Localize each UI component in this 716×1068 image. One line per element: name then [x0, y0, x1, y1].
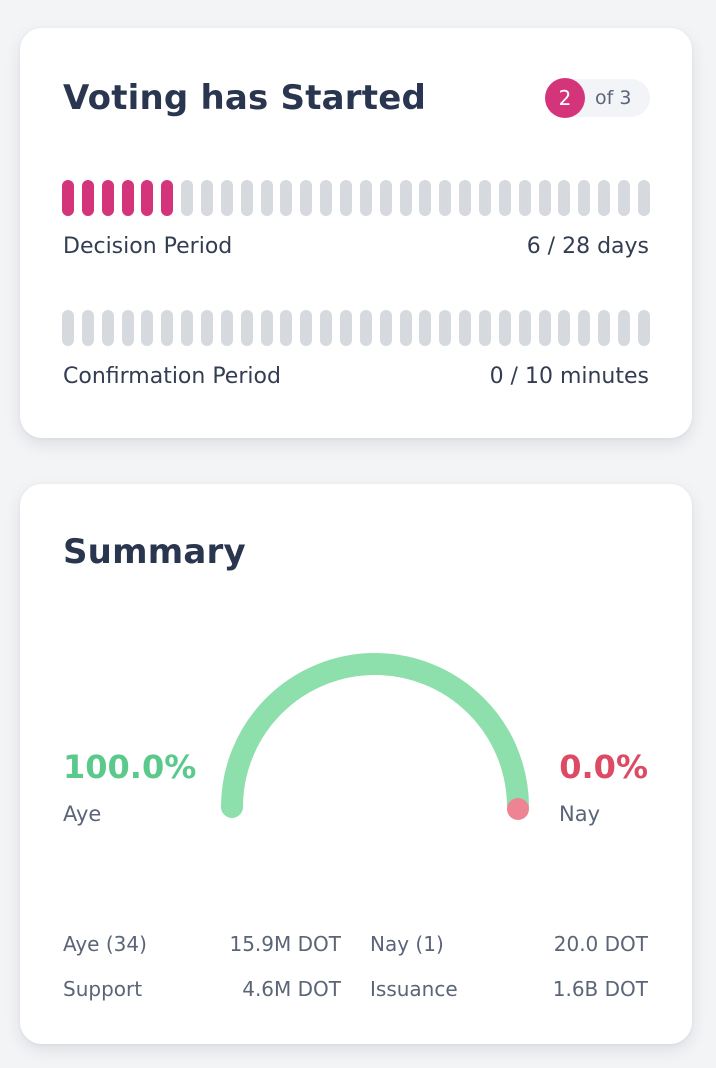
- confirmation-segment: [518, 310, 531, 346]
- voting-status-card: Voting has Started 2 of 3 Decision Perio…: [20, 28, 692, 438]
- decision-segment: [201, 180, 214, 216]
- decision-segment: [81, 180, 94, 216]
- confirmation-segment: [359, 310, 372, 346]
- confirmation-segment: [181, 310, 194, 346]
- aye-percent: 100.0%: [63, 748, 197, 786]
- aye-label: Aye: [63, 802, 102, 826]
- decision-segment: [101, 180, 114, 216]
- confirmation-segment: [161, 310, 174, 346]
- decision-segment: [459, 180, 472, 216]
- confirmation-segment: [62, 310, 74, 346]
- decision-segment: [141, 180, 154, 216]
- confirmation-segment: [141, 310, 154, 346]
- decision-segment: [121, 180, 134, 216]
- confirmation-segment: [419, 310, 432, 346]
- confirmation-segment: [121, 310, 134, 346]
- confirmation-segment: [479, 310, 492, 346]
- vote-gauge: [221, 653, 529, 820]
- confirmation-segment: [81, 310, 94, 346]
- confirmation-segment: [439, 310, 452, 346]
- aye-amount: 15.9M DOT: [229, 932, 341, 956]
- decision-period-value: 6 / 28 days: [526, 234, 649, 259]
- confirmation-segment: [101, 310, 114, 346]
- confirmation-segment: [399, 310, 412, 346]
- decision-segment: [181, 180, 194, 216]
- confirmation-segment: [498, 310, 511, 346]
- confirmation-period-value: 0 / 10 minutes: [489, 364, 649, 389]
- aye-count-label: Aye (34): [63, 932, 147, 956]
- support-amount: 4.6M DOT: [242, 977, 341, 1001]
- decision-segment: [618, 180, 631, 216]
- issuance-amount: 1.6B DOT: [552, 977, 648, 1001]
- confirmation-segment: [300, 310, 313, 346]
- confirmation-segment: [598, 310, 611, 346]
- decision-segment: [359, 180, 372, 216]
- nay-count-label: Nay (1): [370, 932, 444, 956]
- decision-segment: [280, 180, 293, 216]
- confirmation-segment: [578, 310, 591, 346]
- nay-amount: 20.0 DOT: [553, 932, 648, 956]
- decision-segment: [439, 180, 452, 216]
- confirmation-segment: [280, 310, 293, 346]
- step-current-badge: 2: [545, 78, 585, 118]
- nay-percent: 0.0%: [559, 748, 648, 786]
- confirmation-segment: [201, 310, 214, 346]
- step-indicator: 2 of 3: [545, 78, 650, 118]
- support-label: Support: [63, 977, 143, 1001]
- confirmation-segment: [340, 310, 353, 346]
- decision-segment: [340, 180, 353, 216]
- confirmation-segment: [618, 310, 631, 346]
- confirmation-segment: [240, 310, 253, 346]
- decision-segment: [320, 180, 333, 216]
- decision-segment: [379, 180, 392, 216]
- decision-segment: [498, 180, 511, 216]
- confirmation-segment: [558, 310, 571, 346]
- decision-progress-bar: [62, 180, 650, 216]
- decision-segment: [538, 180, 551, 216]
- summary-card: Summary 100.0% Aye 0.0% Nay Aye (34) 15.…: [20, 484, 692, 1044]
- decision-segment: [399, 180, 412, 216]
- confirmation-progress-bar: [62, 310, 650, 346]
- nay-arc-end: [507, 798, 529, 820]
- decision-segment: [300, 180, 313, 216]
- status-title: Voting has Started: [63, 78, 427, 118]
- decision-segment: [637, 180, 650, 216]
- confirmation-period-label: Confirmation Period: [63, 364, 281, 389]
- decision-segment: [598, 180, 611, 216]
- decision-segment: [578, 180, 591, 216]
- decision-period-label: Decision Period: [63, 234, 233, 259]
- decision-period-row: Decision Period 6 / 28 days: [63, 234, 649, 259]
- step-total: of 3: [595, 87, 632, 109]
- confirmation-segment: [220, 310, 233, 346]
- confirmation-segment: [459, 310, 472, 346]
- confirmation-segment: [320, 310, 333, 346]
- confirmation-segment: [260, 310, 273, 346]
- decision-segment: [419, 180, 432, 216]
- decision-segment: [240, 180, 253, 216]
- decision-segment: [558, 180, 571, 216]
- confirmation-segment: [379, 310, 392, 346]
- confirmation-segment: [538, 310, 551, 346]
- decision-segment: [161, 180, 174, 216]
- decision-segment: [479, 180, 492, 216]
- decision-segment: [518, 180, 531, 216]
- decision-segment: [62, 180, 74, 216]
- confirmation-segment: [637, 310, 650, 346]
- decision-segment: [260, 180, 273, 216]
- aye-arc: [221, 653, 529, 818]
- decision-segment: [220, 180, 233, 216]
- confirmation-period-row: Confirmation Period 0 / 10 minutes: [63, 364, 649, 389]
- nay-label: Nay: [559, 802, 601, 826]
- issuance-label: Issuance: [370, 977, 458, 1001]
- summary-title: Summary: [63, 532, 246, 572]
